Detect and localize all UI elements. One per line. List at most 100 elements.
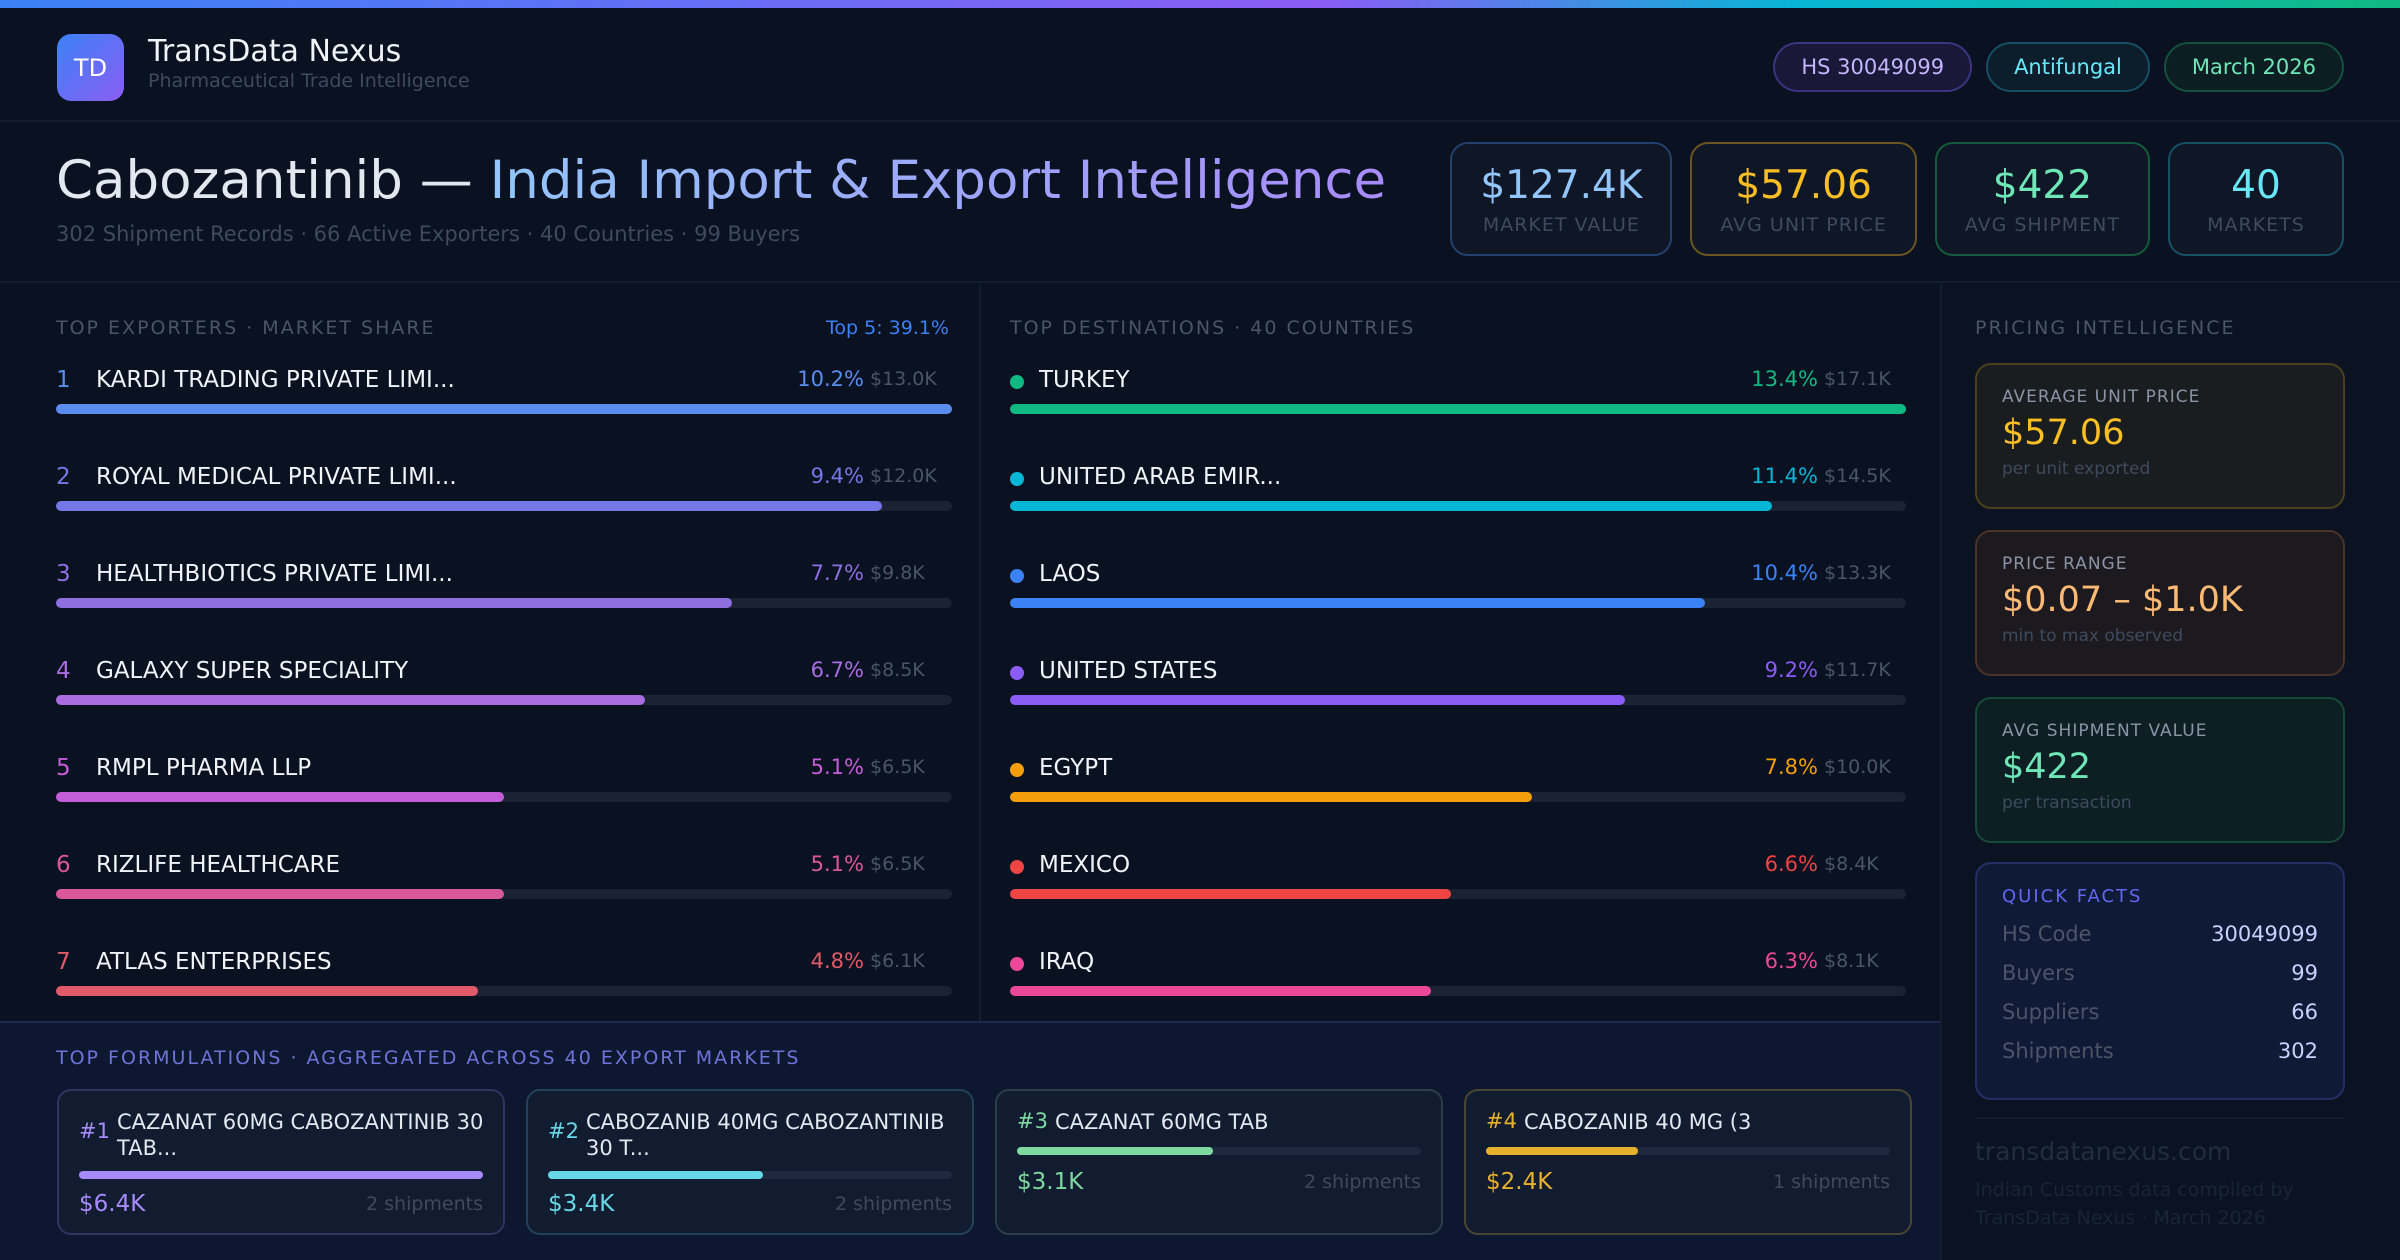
fact-label: Buyers [2002,961,2075,985]
exporters-name: ROYAL MEDICAL PRIVATE LIMI... [96,464,457,490]
share-percent: 11.4% [1751,464,1818,488]
trade-value: $17.1K [1824,368,1891,390]
page-title: Cabozantinib — India Import & Export Int… [56,150,1386,211]
stat-value: $57.06 [1735,162,1872,208]
rank-number: 3 [56,561,71,587]
formulation-shipments: 2 shipments [835,1193,952,1215]
exporters-name: RMPL PHARMA LLP [96,755,312,781]
share-bar-fill [1010,889,1452,899]
destinations-row[interactable]: EGYPT 7.8% $10.0K [1010,755,1906,815]
share-percent: 10.2% [797,367,864,391]
destinations-row[interactable]: MEXICO 6.6% $8.4K [1010,852,1906,912]
share-bar-fill [56,501,882,511]
formulation-bar-fill [1017,1147,1213,1155]
stat-card: $127.4K MARKET VALUE [1450,142,1673,256]
exporters-name: ATLAS ENTERPRISES [96,949,332,975]
destinations-row[interactable]: IRAQ 6.3% $8.1K [1010,949,1906,1009]
pricing-card-value: $0.07 – $1.0K [2002,580,2243,620]
destinations-row[interactable]: UNITED ARAB EMIR... 11.4% $14.5K [1010,464,1906,524]
destinations-name: EGYPT [1039,755,1113,781]
exporters-row[interactable]: 6 RIZLIFE HEALTHCARE 5.1% $6.5K [56,852,952,912]
trade-value: $14.5K [1824,465,1891,487]
share-bar-fill [56,598,733,608]
destinations-name: UNITED STATES [1039,658,1218,684]
stat-value: $422 [1992,162,2093,208]
formulation-rank: #4 [1486,1109,1517,1133]
destinations-name: TURKEY [1039,367,1130,393]
formulation-card[interactable]: #4 CABOZANIB 40 MG (3 $2.4K 1 shipments [1464,1089,1912,1235]
destinations-name: UNITED ARAB EMIR... [1039,464,1282,490]
formulation-card[interactable]: #1 CAZANAT 60MG CABOZANTINIB 30 TAB... $6.… [57,1089,505,1235]
formulation-bar-track [1017,1147,1421,1155]
share-bar-fill [1010,404,1906,414]
fact-value: 30049099 [2211,922,2318,946]
stat-value: 40 [2231,162,2281,208]
formulation-rank: #3 [1017,1109,1048,1133]
title-rest: India Import & Export Intelligence [489,150,1387,211]
fact-label: HS Code [2002,922,2092,946]
header-chips: HS 30049099 Antifungal March 2026 [1773,42,2344,92]
color-dot-icon [1010,569,1024,583]
formulation-rank: #2 [548,1119,579,1143]
share-bar-fill [56,792,504,802]
share-bar-track [56,501,952,511]
exporters-row[interactable]: 2 ROYAL MEDICAL PRIVATE LIMI... 9.4% $12.0K [56,464,952,524]
share-percent: 5.1% [810,755,864,779]
header-chip[interactable]: March 2026 [2163,42,2344,92]
header-chip[interactable]: HS 30049099 [1773,42,1973,92]
fact-value: 302 [2277,1039,2318,1063]
share-percent: 13.4% [1751,367,1818,391]
formulation-name: CAZANAT 60MG CABOZANTINIB 30 TAB... [117,1110,484,1160]
share-percent: 5.1% [810,852,864,876]
share-percent: 9.2% [1764,658,1818,682]
exporters-row[interactable]: 4 GALAXY SUPER SPECIALITY 6.7% $8.5K [56,658,952,718]
trade-value: $11.7K [1824,659,1891,681]
page-subtitle: 302 Shipment Records · 66 Active Exporte… [56,222,801,246]
destinations-panel: TOP DESTINATIONS · 40 COUNTRIES TURKEY 13… [981,285,1940,1021]
formulation-card[interactable]: #3 CAZANAT 60MG TAB $3.1K 2 shipments [995,1089,1443,1235]
formulation-name: CABOZANIB 40 MG (3 [1524,1110,1752,1134]
logo: TD [57,34,124,101]
trade-value: $6.1K [870,950,925,972]
exporters-name: RIZLIFE HEALTHCARE [96,852,341,878]
exporters-row[interactable]: 3 HEALTHBIOTICS PRIVATE LIMI... 7.7% $9.8K [56,561,952,621]
share-bar-track [56,889,952,899]
formulation-value: $3.1K [1017,1169,1084,1195]
trade-value: $12.0K [870,465,937,487]
footer-credit: Indian Customs data compiled by TransDat… [1975,1179,2294,1229]
formulation-card[interactable]: #2 CABOZANIB 40MG CABOZANTINIB 30 T... $3.… [526,1089,974,1235]
formulation-bar-fill [548,1171,763,1179]
stat-label: MARKET VALUE [1482,213,1640,236]
color-dot-icon [1010,957,1024,971]
formulation-name: CABOZANIB 40MG CABOZANTINIB 30 T... [586,1110,945,1160]
trade-value: $13.3K [1824,562,1891,584]
pricing-card-value: $422 [2002,747,2092,787]
destinations-row[interactable]: TURKEY 13.4% $17.1K [1010,367,1906,427]
pricing-card-heading: AVG SHIPMENT VALUE [2002,721,2208,741]
share-bar-track [1010,501,1906,511]
destinations-row[interactable]: LAOS 10.4% $13.3K [1010,561,1906,621]
exporters-row[interactable]: 5 RMPL PHARMA LLP 5.1% $6.5K [56,755,952,815]
exporters-row[interactable]: 1 KARDI TRADING PRIVATE LIMI... 10.2% $13.0… [56,367,952,427]
header-chip[interactable]: Antifungal [1986,42,2150,92]
destinations-name: IRAQ [1039,949,1095,975]
pricing-card: AVG SHIPMENT VALUE $422 per transaction [1975,697,2345,843]
destinations-name: MEXICO [1039,852,1131,878]
destinations-row[interactable]: UNITED STATES 9.2% $11.7K [1010,658,1906,718]
quick-facts-title: QUICK FACTS [2002,886,2143,907]
quick-fact-row: HS Code 30049099 [2002,922,2318,946]
footer: transdatanexus.com Indian Customs data c… [1975,1117,2345,1232]
share-percent: 10.4% [1751,561,1818,585]
trade-value: $6.5K [870,756,925,778]
rank-number: 7 [56,949,71,975]
trade-value: $9.8K [870,562,925,584]
share-percent: 6.7% [810,658,864,682]
footer-domain[interactable]: transdatanexus.com [1975,1137,2232,1166]
share-bar-fill [56,404,952,414]
exporters-row[interactable]: 7 ATLAS ENTERPRISES 4.8% $6.1K [56,949,952,1009]
formulation-bar-fill [79,1171,483,1179]
formulation-shipments: 2 shipments [366,1193,483,1215]
share-percent: 6.6% [1764,852,1818,876]
share-percent: 7.8% [1764,755,1818,779]
pricing-title: PRICING INTELLIGENCE [1975,317,2236,339]
